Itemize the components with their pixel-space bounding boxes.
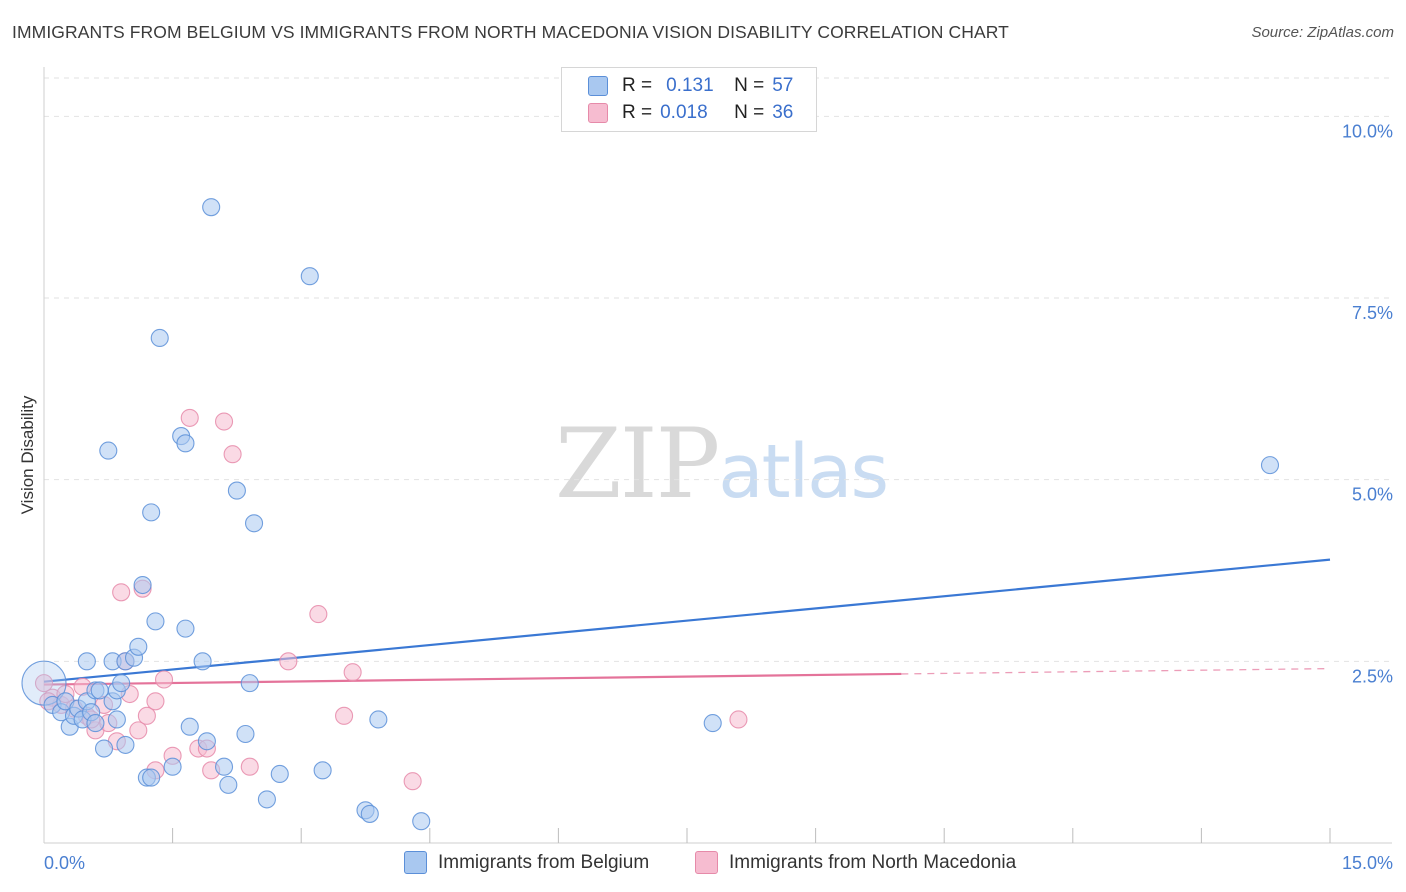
belgium-point [369, 710, 388, 729]
belgium-point [94, 739, 114, 758]
macedonia-n-label: N = [734, 102, 765, 123]
macedonia-point [335, 706, 354, 725]
belgium-point [202, 198, 221, 217]
legend-swatch-belgium [404, 851, 427, 874]
belgium-point [99, 441, 118, 460]
belgium-n-label: N = [734, 75, 765, 96]
belgium-point [142, 503, 161, 522]
belgium-point [77, 652, 96, 671]
belgium-point [412, 812, 431, 831]
macedonia-point [223, 445, 242, 464]
belgium-point [240, 674, 259, 693]
belgium-swatch [588, 76, 608, 96]
y-tick-label: 7.5% [1352, 303, 1393, 323]
belgium-point [112, 674, 131, 693]
belgium-point [236, 724, 255, 744]
axes [43, 67, 1392, 844]
belgium-point [313, 761, 332, 780]
belgium-point [214, 757, 234, 776]
legend-row-belgium: R = 0.131 N = 57 [588, 74, 793, 98]
series-legend: Immigrants from Belgium Immigrants from … [0, 851, 1406, 877]
belgium-point [176, 619, 195, 638]
macedonia-point [343, 663, 362, 682]
belgium-n-value: 57 [772, 75, 794, 96]
belgium-point [244, 514, 264, 533]
macedonia-point [240, 757, 259, 776]
belgium-point [270, 764, 289, 784]
tick-labels: 2.5% 5.0% 7.5% 10.0% 0.0% 15.0% [44, 121, 1393, 873]
belgium-point [360, 804, 379, 823]
belgium-point [150, 328, 169, 348]
macedonia-point [180, 408, 199, 427]
watermark-zip: ZIP [555, 408, 720, 520]
y-tick-label: 5.0% [1352, 485, 1393, 505]
macedonia-point [129, 721, 148, 740]
belgium-point [1260, 456, 1280, 475]
x-tick-label: 0.0% [44, 853, 85, 873]
belgium-point [107, 710, 126, 729]
belgium-point [86, 714, 105, 733]
belgium-point [116, 735, 135, 754]
belgium-point [197, 732, 216, 751]
y-tick-label: 10.0% [1342, 121, 1393, 141]
belgium-point [219, 775, 238, 794]
belgium-r-label: R = [622, 75, 653, 96]
belgium-point [129, 637, 148, 656]
correlation-legend: R = 0.131 N = 57 R = 0.018 N = 36 [561, 67, 817, 132]
macedonia-r-value: 0.018 [660, 102, 708, 123]
y-tick-label: 2.5% [1352, 666, 1393, 686]
legend-row-macedonia: R = 0.018 N = 36 [588, 101, 793, 125]
belgium-point [703, 714, 722, 733]
belgium-trend-line [43, 558, 1331, 683]
belgium-point [146, 612, 165, 631]
legend-item-macedonia[interactable]: Immigrants from North Macedonia [695, 851, 1016, 874]
trend-lines [43, 558, 1331, 686]
belgium-point [142, 768, 161, 787]
macedonia-trend-line-dashed [901, 667, 1331, 675]
legend-item-belgium[interactable]: Immigrants from Belgium [404, 851, 649, 874]
macedonia-r-label: R = [622, 102, 653, 123]
x-tick-label: 15.0% [1342, 853, 1393, 873]
macedonia-point [146, 692, 165, 711]
macedonia-point [729, 710, 748, 729]
legend-label-belgium: Immigrants from Belgium [438, 851, 650, 873]
macedonia-point [279, 652, 298, 671]
macedonia-point [403, 772, 422, 791]
belgium-point [257, 790, 276, 809]
watermark: ZIPatlas [555, 408, 889, 520]
belgium-point [227, 481, 246, 500]
belgium-point [163, 757, 182, 776]
legend-swatch-macedonia [695, 851, 718, 874]
watermark-atlas: atlas [718, 429, 889, 515]
macedonia-point [137, 706, 156, 725]
macedonia-point [34, 674, 54, 693]
macedonia-point [154, 670, 174, 689]
belgium-point [133, 575, 152, 595]
belgium-point [300, 267, 319, 286]
macedonia-trend-line [43, 672, 902, 686]
belgium-point [180, 717, 199, 736]
macedonia-point [112, 583, 131, 602]
macedonia-swatch [588, 103, 608, 123]
belgium-point [193, 652, 212, 671]
macedonia-n-value: 36 [772, 102, 794, 123]
source-label: Source: ZipAtlas.com [1251, 24, 1394, 41]
macedonia-point [214, 412, 234, 431]
macedonia-point [309, 605, 328, 624]
belgium-r-value: 0.131 [666, 75, 714, 96]
data-points [21, 198, 1280, 831]
belgium-point [176, 434, 195, 453]
legend-label-macedonia: Immigrants from North Macedonia [729, 851, 1017, 873]
chart-title: IMMIGRANTS FROM BELGIUM VS IMMIGRANTS FR… [12, 22, 1009, 42]
